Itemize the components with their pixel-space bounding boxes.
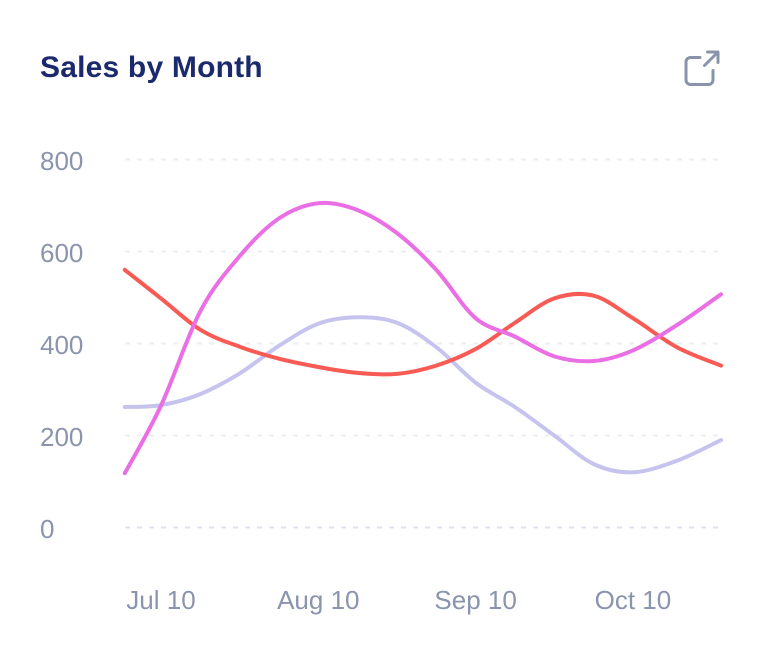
y-axis-tick-label: 800	[40, 145, 84, 176]
line-red-series	[122, 267, 723, 377]
line-magenta-series	[122, 200, 723, 476]
line-lavender-series	[122, 315, 723, 475]
x-axis-tick-label: Jul 10	[126, 585, 196, 615]
x-axis-tick-label: Sep 10	[434, 585, 517, 615]
page-title: Sales by Month	[40, 51, 263, 84]
x-axis-tick-label: Oct 10	[594, 585, 672, 615]
y-axis-tick-label: 600	[40, 237, 84, 268]
card-header: Sales by Month	[0, 0, 760, 106]
external-link-icon	[684, 50, 720, 86]
external-link-button[interactable]	[682, 48, 722, 88]
x-axis-tick-label: Aug 10	[277, 585, 360, 615]
y-axis-tick-label: 200	[40, 421, 84, 452]
y-axis-tick-label: 0	[40, 513, 55, 544]
y-axis-tick-label: 400	[40, 329, 84, 360]
